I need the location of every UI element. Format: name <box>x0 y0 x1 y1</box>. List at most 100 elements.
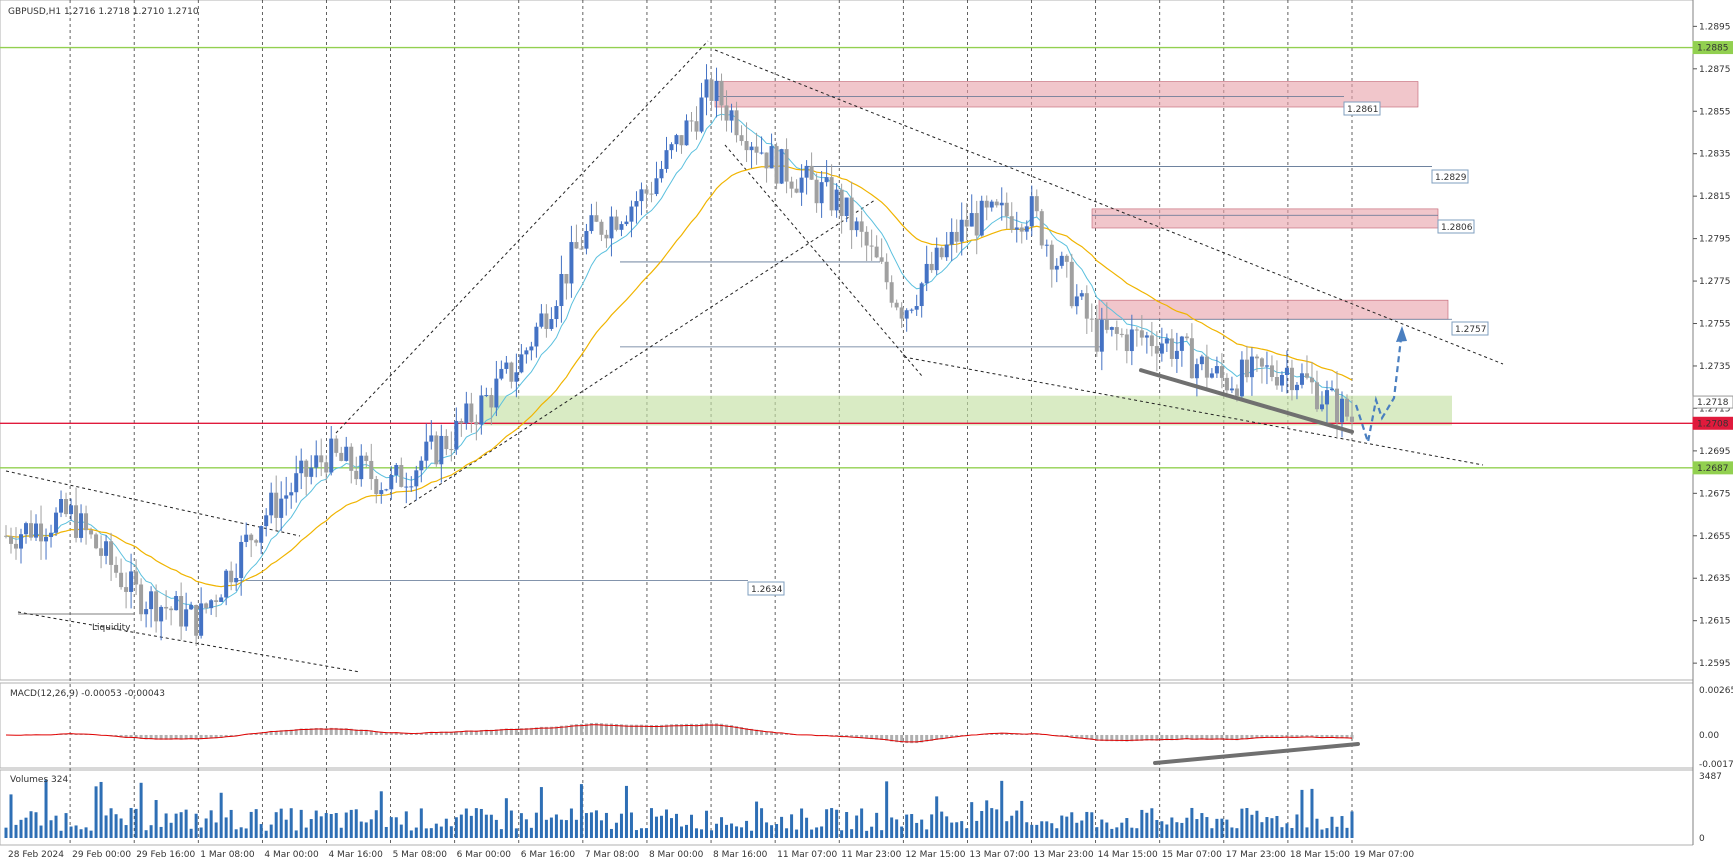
volume-bar <box>720 817 724 838</box>
trend-line[interactable] <box>903 356 1484 466</box>
volume-bar <box>169 822 173 838</box>
volume-bar <box>374 810 378 838</box>
volume-bar <box>1060 815 1064 838</box>
volume-bar <box>359 821 363 838</box>
volume-bar <box>1235 828 1239 838</box>
candle-body <box>479 395 484 425</box>
candle-body <box>469 403 474 422</box>
candle-body <box>1154 346 1159 354</box>
macd-bar <box>775 732 779 735</box>
candle-body <box>1350 416 1354 422</box>
trend-line[interactable] <box>403 199 876 509</box>
volume-bar <box>369 819 373 838</box>
candle-body <box>1139 330 1144 338</box>
macd-bar <box>1150 734 1154 741</box>
candle-body <box>1169 338 1174 359</box>
volume-bar <box>1275 815 1279 838</box>
macd-bar <box>1010 733 1014 735</box>
macd-bar <box>364 729 368 735</box>
volume-bar <box>860 808 864 838</box>
candle-body <box>1239 359 1244 397</box>
volume-bar <box>64 813 68 838</box>
candle-body <box>889 282 894 303</box>
volume-bar <box>1285 823 1289 838</box>
candle-body <box>279 498 284 518</box>
resistance-zone[interactable] <box>1098 299 1449 320</box>
volume-bar <box>1135 828 1139 838</box>
volume-bar <box>1185 817 1189 838</box>
level-label-1-2634: 1.2634 <box>747 581 785 596</box>
volume-bar <box>419 808 423 838</box>
macd-bar <box>224 734 228 738</box>
volume-bar <box>424 828 428 838</box>
candle-body <box>49 532 54 538</box>
macd-bar <box>504 728 508 735</box>
volume-bar <box>454 817 458 838</box>
candle-body <box>319 455 324 463</box>
volume-bar <box>955 822 959 838</box>
volume-bar <box>1260 822 1264 838</box>
candle-body <box>824 177 829 183</box>
volume-bar <box>1005 821 1009 838</box>
macd-bar <box>394 732 398 735</box>
volume-bar <box>24 817 28 838</box>
volume-bar <box>1330 816 1334 838</box>
macd-bar <box>1005 732 1009 735</box>
projection-arrow[interactable] <box>1354 329 1404 443</box>
resistance-zone[interactable] <box>714 81 1419 108</box>
macd-bar <box>725 724 729 735</box>
candle-body <box>1329 388 1334 391</box>
macd-bar <box>294 729 298 735</box>
time-label: 4 Mar 00:00 <box>264 850 319 860</box>
price-highlight-label: 1.2687 <box>1697 464 1729 474</box>
candle-body <box>674 135 679 145</box>
main-panel[interactable] <box>0 0 1694 681</box>
macd-bar <box>1175 734 1179 741</box>
volume-bar <box>685 824 689 838</box>
volume-bar <box>304 827 308 838</box>
price-divergence-line[interactable] <box>1139 368 1354 434</box>
candle-body <box>1294 384 1299 391</box>
macd-bar <box>279 730 283 735</box>
macd-bar <box>1085 734 1089 740</box>
volume-bar <box>750 830 754 838</box>
price-tick-label: 1.2675 <box>1699 489 1731 499</box>
ema-slow-line <box>5 164 1353 588</box>
candle-body <box>1314 382 1319 410</box>
candle-body <box>289 492 294 496</box>
macd-bar <box>274 730 278 735</box>
macd-bar <box>935 734 939 740</box>
volume-bar <box>855 815 859 838</box>
trend-line[interactable] <box>17 611 361 673</box>
macd-bar <box>579 723 583 735</box>
price-scale[interactable] <box>1693 0 1733 862</box>
volume-bar <box>9 794 13 838</box>
candle-body <box>784 149 789 182</box>
macd-panel[interactable] <box>0 682 1694 769</box>
trend-line[interactable] <box>724 144 923 377</box>
volume-bar <box>1110 828 1114 838</box>
candle-body <box>969 213 974 227</box>
macd-divergence-line[interactable] <box>1153 742 1360 765</box>
support-zone[interactable] <box>483 395 1452 426</box>
price-tick-label: 1.2855 <box>1699 107 1731 117</box>
candle-body <box>1184 336 1189 339</box>
candle-body <box>924 263 929 284</box>
volume-bar <box>539 787 543 838</box>
volume-bar <box>364 822 368 838</box>
trend-line[interactable] <box>335 40 709 434</box>
macd-bar <box>990 733 994 735</box>
volume-bar <box>785 828 789 838</box>
volume-bar <box>1335 826 1339 838</box>
price-tick-label: 1.2735 <box>1699 362 1731 372</box>
resistance-zone[interactable] <box>1091 208 1439 229</box>
volume-bar <box>710 830 714 838</box>
trend-line[interactable] <box>5 470 301 537</box>
candle-body <box>269 492 274 516</box>
candle-body <box>239 541 244 578</box>
macd-bar <box>599 723 603 735</box>
volume-bar <box>139 782 143 838</box>
macd-bar <box>139 734 143 739</box>
